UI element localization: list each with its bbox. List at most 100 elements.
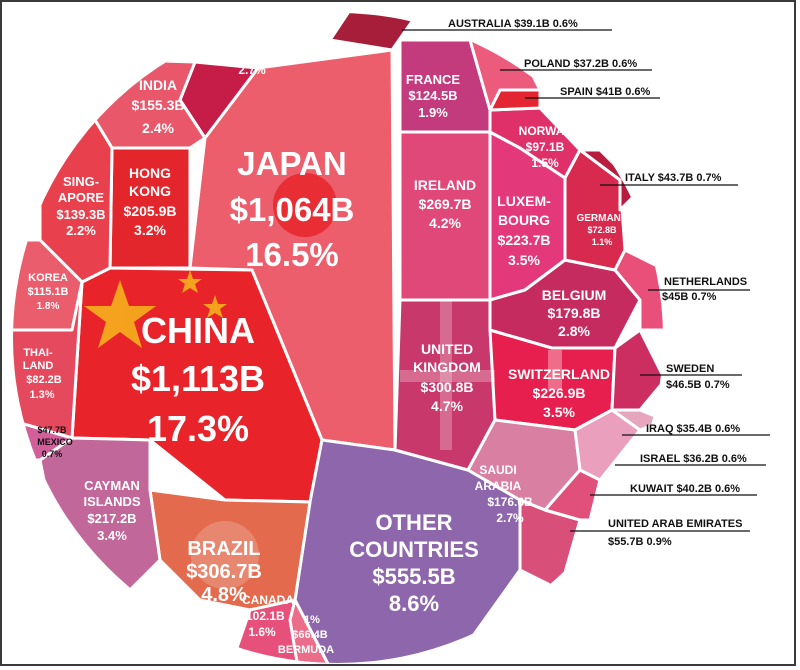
mexico-value: $47.7B <box>37 425 67 435</box>
labels-group: JAPAN $1,064B 16.5% CHINA $1,113B 17.3% … <box>23 31 628 656</box>
callouts-group: AUSTRALIA $39.1B 0.6% POLAND $37.2B 0.6%… <box>402 18 770 548</box>
thailand-name-1: THAI- <box>23 347 53 359</box>
saudi-share: 2.7% <box>496 511 524 525</box>
hongkong-share: 3.2% <box>134 222 166 238</box>
cell-thailand <box>13 280 84 440</box>
china-value: $1,113B <box>131 358 265 399</box>
japan-sun-icon <box>273 173 337 237</box>
japan-value: $1,064B <box>230 191 355 228</box>
taiwan-value: $171.1B <box>229 47 275 61</box>
bermuda-share: 1% <box>304 614 320 626</box>
germany-share: 1.1% <box>592 237 613 247</box>
cell-bermuda <box>288 598 332 663</box>
uae-callout-2: $55.7B 0.9% <box>608 536 672 548</box>
hongkong-name-1: HONG <box>129 165 171 181</box>
india-value: $155.3B <box>132 97 185 113</box>
ireland-share: 4.2% <box>429 215 461 231</box>
norway-share: 1.5% <box>531 156 559 170</box>
cell-israel <box>573 408 642 482</box>
other-name-2: COUNTRIES <box>349 537 479 562</box>
france-value: $124.5B <box>408 88 457 103</box>
cell-italy <box>578 148 642 212</box>
uk-value: $300.8B <box>421 379 474 395</box>
uk-flag-stripe-h <box>400 370 495 382</box>
luxembourg-name-1: LUXEM- <box>497 193 551 209</box>
saudi-value: $176.6B <box>487 495 533 509</box>
luxembourg-value: $223.7B <box>498 232 551 248</box>
france-name: FRANCE <box>406 72 460 87</box>
uae-callout-1: UNITED ARAB EMIRATES <box>608 518 742 530</box>
belgium-share: 2.8% <box>558 323 590 339</box>
norway-value: $97.1B <box>526 140 565 154</box>
hongkong-value: $205.9B <box>124 203 177 219</box>
singapore-name-2: APORE <box>58 190 105 205</box>
singapore-share: 2.2% <box>66 223 96 238</box>
thailand-share: 1.3% <box>29 389 54 401</box>
switzerland-name: SWITZERLAND <box>508 366 610 382</box>
cell-kuwait <box>543 468 602 522</box>
uk-share: 4.7% <box>431 398 463 414</box>
brazil-globe-icon <box>191 521 259 589</box>
cayman-name-1: CAYMAN <box>84 478 140 493</box>
israel-callout: ISRAEL $36.2B 0.6% <box>640 453 747 465</box>
cell-sweden <box>610 328 663 412</box>
netherlands-callout-2: $45B 0.7% <box>662 291 717 303</box>
belgium-value: $179.8B <box>548 305 601 321</box>
brazil-share: 4.8% <box>201 584 247 606</box>
mexico-name: MEXICO <box>37 437 73 447</box>
cayman-name-2: ISLANDS <box>83 494 140 509</box>
thailand-name-2: LAND <box>23 360 54 372</box>
switzerland-value: $226.9B <box>533 385 586 401</box>
saudi-name-1: SAUDI <box>479 463 516 477</box>
cell-uae <box>518 498 582 592</box>
spain-callout: SPAIN $41B 0.6% <box>560 86 651 98</box>
cayman-share: 3.4% <box>97 528 127 543</box>
china-star-icon <box>84 270 227 348</box>
brazil-name: BRAZIL <box>187 538 260 560</box>
ireland-value: $269.7B <box>419 196 472 212</box>
uk-flag-stripe <box>440 300 452 450</box>
canada-name: CANADA <box>242 593 294 607</box>
netherlands-callout-1: NETHERLANDS <box>664 276 747 288</box>
luxembourg-share: 3.5% <box>508 252 540 268</box>
other-name-1: OTHER <box>376 510 453 535</box>
china-name: CHINA <box>141 310 255 351</box>
singapore-value: $139.3B <box>56 207 105 222</box>
saudi-name-2: ARABIA <box>475 479 522 493</box>
brazil-value: $306.7B <box>186 561 262 583</box>
ireland-name: IRELAND <box>414 177 476 193</box>
belgium-name: BELGIUM <box>542 287 607 303</box>
singapore-name-1: SING- <box>63 174 99 189</box>
germany-name: GERMANY <box>576 213 627 224</box>
cayman-value: $217.2B <box>87 511 136 526</box>
india-share: 2.4% <box>142 120 174 136</box>
mexico-share: 0.7% <box>42 449 63 459</box>
sweden-callout-2: $46.5B 0.7% <box>666 379 730 391</box>
canada-value: $102.1B <box>239 609 285 623</box>
japan-share: 16.5% <box>245 236 339 273</box>
india-name: INDIA <box>139 77 177 93</box>
korea-value: $115.1B <box>28 286 69 298</box>
canada-share: 1.6% <box>248 625 276 639</box>
australia-callout: AUSTRALIA $39.1B 0.6% <box>448 18 578 30</box>
korea-name: KOREA <box>28 272 68 284</box>
thailand-value: $82.2B <box>26 374 62 386</box>
china-share: 17.3% <box>147 408 249 449</box>
bermuda-name: BERMUDA <box>278 644 334 656</box>
taiwan-name: TAIWAN <box>229 31 275 45</box>
switzerland-share: 3.5% <box>543 404 575 420</box>
cell-netherlands <box>613 248 663 332</box>
uk-name-1: UNITED <box>421 341 473 357</box>
korea-share: 1.8% <box>37 301 60 312</box>
iraq-callout: IRAQ $35.4B 0.6% <box>646 423 740 435</box>
hongkong-name-2: KONG <box>129 183 171 199</box>
france-share: 1.9% <box>418 105 448 120</box>
germany-value: $72.8B <box>587 225 617 235</box>
italy-callout: ITALY $43.7B 0.7% <box>625 172 722 184</box>
uk-name-2: KINGDOM <box>413 359 481 375</box>
cells-group <box>13 13 663 663</box>
taiwan-share: 2.7% <box>238 63 266 77</box>
other-value: $555.5B <box>372 564 455 589</box>
switzerland-cross-icon <box>548 350 562 390</box>
